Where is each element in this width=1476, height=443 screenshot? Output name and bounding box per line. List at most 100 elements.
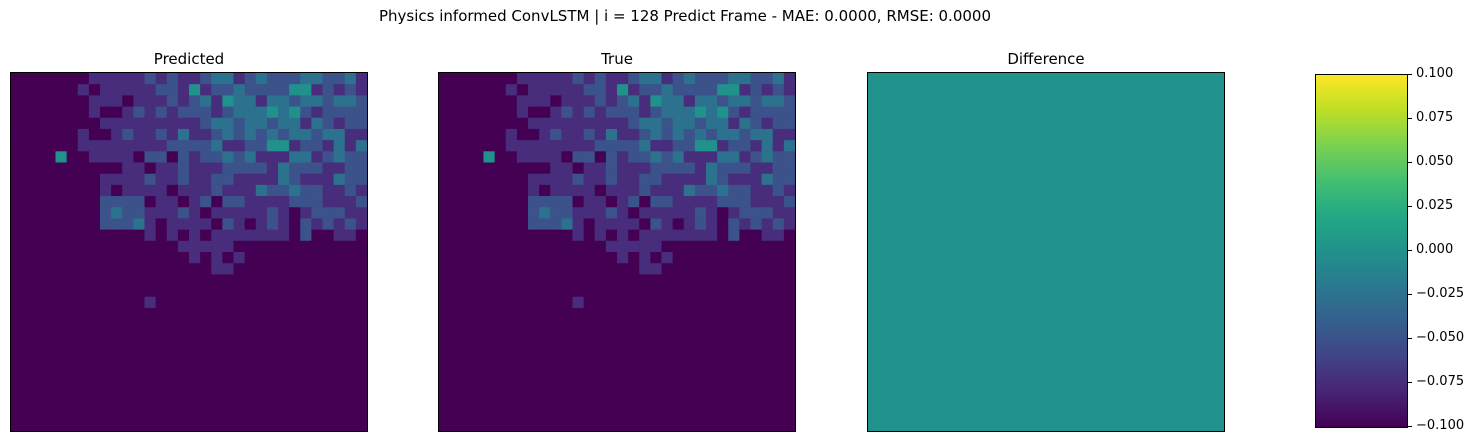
heatmap-cell — [561, 106, 574, 119]
heatmap-cell — [255, 173, 268, 186]
heatmap-cell — [111, 330, 123, 343]
colorbar-tick-mark — [1407, 74, 1412, 75]
heatmap-cell — [189, 397, 201, 410]
heatmap-cell — [639, 117, 651, 130]
heatmap-cell — [88, 330, 101, 343]
heatmap-cell — [594, 397, 607, 410]
heatmap-cell — [289, 84, 301, 96]
heatmap-cell — [322, 375, 335, 387]
heatmap-cell — [783, 151, 795, 164]
heatmap-cell — [706, 173, 718, 186]
heatmap-cell — [728, 184, 740, 197]
heatmap-cell — [200, 196, 212, 208]
heatmap-cell — [561, 173, 574, 186]
heatmap-cell — [728, 95, 740, 108]
heatmap-cell — [528, 341, 540, 354]
heatmap-cell — [650, 341, 663, 354]
heatmap-cell — [255, 95, 268, 108]
heatmap-cell — [55, 140, 68, 152]
heatmap-cell — [55, 375, 68, 387]
colorbar-tick-mark — [1407, 426, 1412, 427]
heatmap-cell — [539, 218, 551, 231]
heatmap-cell — [617, 319, 629, 331]
heatmap-cell — [166, 263, 179, 275]
heatmap-cell — [717, 386, 729, 399]
heatmap-cell — [22, 252, 34, 264]
heatmap-cell — [77, 84, 90, 96]
heatmap-cell — [583, 117, 596, 130]
heatmap-cell — [289, 386, 301, 399]
heatmap-cell — [650, 274, 663, 287]
heatmap-cell — [155, 341, 168, 354]
heatmap-cell — [177, 84, 190, 96]
heatmap-cell — [200, 296, 212, 309]
heatmap-cell — [189, 184, 201, 197]
heatmap-cell — [144, 162, 157, 175]
heatmap-cell — [322, 397, 335, 410]
heatmap-cell — [528, 196, 540, 208]
heatmap-cell — [605, 140, 618, 152]
heatmap-predicted-svg — [11, 73, 367, 431]
heatmap-cell — [594, 263, 607, 275]
heatmap-cell — [88, 341, 101, 354]
heatmap-cell — [289, 252, 301, 264]
heatmap-cell — [111, 363, 123, 376]
heatmap-cell — [244, 95, 257, 108]
heatmap-cell — [200, 184, 212, 197]
heatmap-cell — [55, 296, 68, 309]
heatmap-cell — [11, 285, 23, 298]
heatmap-cell — [494, 173, 507, 186]
heatmap-cell — [639, 151, 651, 164]
heatmap-cell — [483, 240, 496, 253]
heatmap-cell — [111, 207, 123, 220]
panel-title-true: True — [601, 50, 633, 68]
heatmap-cell — [322, 128, 335, 141]
heatmap-cell — [628, 95, 640, 108]
heatmap-cell — [750, 229, 763, 242]
heatmap-cell — [189, 240, 201, 253]
heatmap-cell — [550, 296, 562, 309]
heatmap-cell — [472, 263, 485, 275]
heatmap-cell — [355, 419, 367, 431]
heatmap-cell — [772, 296, 785, 309]
heatmap-cell — [255, 419, 268, 431]
heatmap-cell — [650, 128, 663, 141]
heatmap-cell — [661, 341, 674, 354]
heatmap-cell — [355, 106, 367, 119]
heatmap-cell — [289, 229, 301, 242]
heatmap-cell — [483, 341, 496, 354]
heatmap-cell — [639, 319, 651, 331]
heatmap-cell — [88, 117, 101, 130]
heatmap-cell — [516, 386, 529, 399]
heatmap-cell — [461, 73, 473, 85]
heatmap-cell — [300, 296, 312, 309]
heatmap-cell — [650, 196, 663, 208]
heatmap-cell — [661, 151, 674, 164]
heatmap-cell — [200, 319, 212, 331]
heatmap-cell — [233, 95, 246, 108]
heatmap-cell — [33, 341, 45, 354]
heatmap-cell — [144, 386, 157, 399]
heatmap-cell — [300, 184, 312, 197]
heatmap-cell — [233, 352, 246, 365]
heatmap-cell — [728, 117, 740, 130]
heatmap-cell — [750, 274, 763, 287]
heatmap-cell — [300, 162, 312, 175]
heatmap-cell — [494, 341, 507, 354]
heatmap-cell — [628, 229, 640, 242]
heatmap-cell — [166, 173, 179, 186]
heatmap-cell — [661, 330, 674, 343]
heatmap-cell — [561, 352, 574, 365]
heatmap-cell — [639, 408, 651, 421]
heatmap-cell — [550, 252, 562, 264]
heatmap-cell — [333, 307, 346, 320]
heatmap-cell — [355, 184, 367, 197]
colorbar-tick-mark — [1407, 294, 1412, 295]
heatmap-cell — [650, 375, 663, 387]
heatmap-cell — [661, 363, 674, 376]
heatmap-cell — [561, 140, 574, 152]
heatmap-cell — [483, 419, 496, 431]
heatmap-cell — [494, 196, 507, 208]
heatmap-cell — [111, 285, 123, 298]
heatmap-cell — [672, 408, 685, 421]
